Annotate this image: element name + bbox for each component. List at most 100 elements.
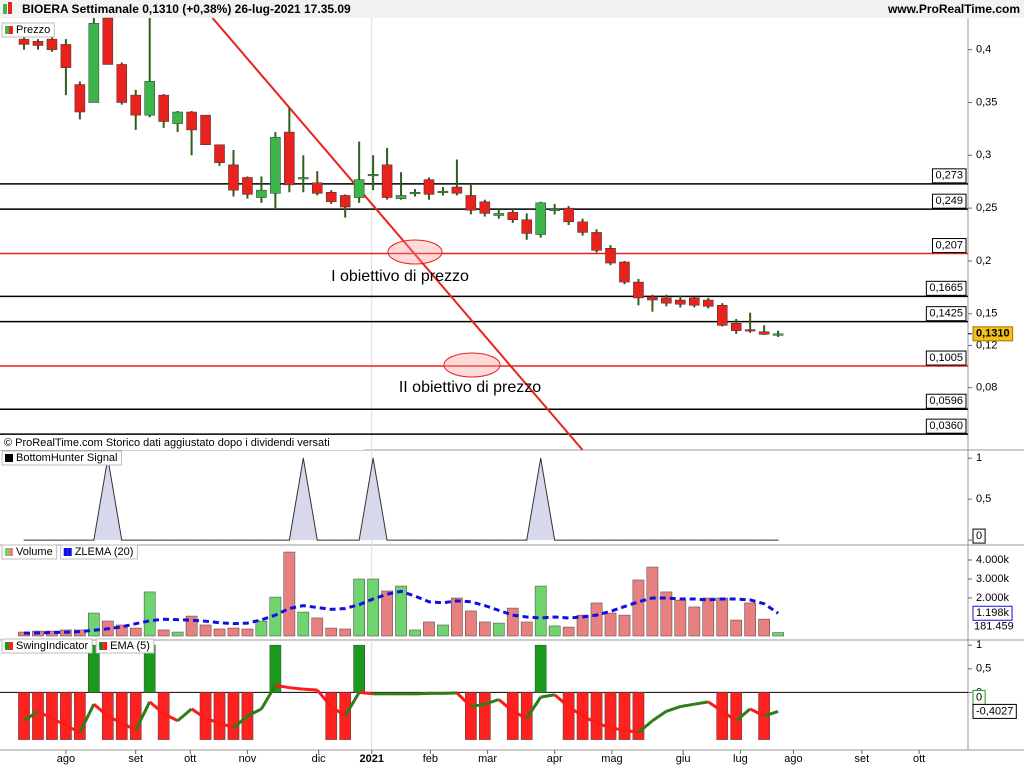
bar	[88, 612, 100, 637]
candle-body	[730, 323, 742, 331]
ema-segment	[343, 691, 361, 717]
bar	[171, 631, 184, 637]
x-tick-label: set	[128, 753, 143, 765]
ema-segment	[37, 709, 53, 720]
header-site[interactable]: www.ProRealTime.com	[887, 2, 1020, 16]
bar	[479, 692, 491, 740]
annotation: II obiettivo di prezzo	[399, 379, 541, 396]
annotation: I obiettivo di prezzo	[331, 268, 469, 285]
candle-body	[577, 221, 588, 233]
bar	[604, 612, 617, 637]
candle-body	[493, 213, 505, 216]
candle-body	[158, 94, 169, 122]
legend-item: Prezzo	[1, 22, 55, 38]
y-tick-label: 0,5	[976, 493, 991, 505]
ema-segment	[596, 721, 611, 730]
value-label-text: 0	[976, 691, 982, 703]
ema-segment	[540, 693, 555, 699]
ema-segment	[484, 698, 500, 706]
value-label-box	[925, 350, 967, 366]
legend-swatch	[99, 642, 104, 650]
value-label-text: 0	[976, 530, 982, 542]
bar	[255, 620, 268, 637]
candle-body	[311, 182, 323, 194]
bar	[646, 566, 659, 637]
bar	[395, 585, 407, 637]
value-label-text: 0,273	[935, 170, 963, 182]
value-label: 1.198k	[972, 605, 1013, 621]
value-label-box	[925, 280, 967, 296]
bar	[730, 619, 743, 637]
bar	[590, 692, 603, 740]
candle-body	[325, 192, 337, 203]
value-label-box	[972, 605, 1013, 621]
bar	[129, 692, 142, 740]
value-label: 0,0596	[925, 393, 967, 409]
ema-segment	[637, 719, 654, 734]
legend-box	[1, 638, 93, 654]
candle-body	[647, 296, 658, 301]
legend-label: Prezzo	[16, 24, 50, 36]
candle-body	[675, 299, 686, 305]
y-tick-label: 0,2	[976, 255, 991, 267]
ema-segment	[525, 696, 542, 720]
ema-segment	[260, 684, 277, 710]
value-label-text: 0,0360	[929, 420, 963, 432]
candle-body	[172, 111, 183, 124]
ema-segment	[455, 691, 472, 708]
footer-bg	[0, 436, 364, 450]
y-tick-label: 0,35	[976, 96, 997, 108]
ema-segment	[190, 707, 207, 720]
candle-body	[549, 208, 560, 211]
bar	[534, 644, 547, 693]
candle-body	[256, 189, 267, 198]
value-label-box	[972, 703, 1017, 719]
bar	[129, 627, 142, 637]
ema-segment	[316, 689, 333, 708]
ema-segment	[680, 702, 695, 709]
bar	[660, 591, 673, 637]
candle-body	[32, 40, 44, 46]
y-tick-label: 0,3	[976, 149, 991, 161]
ema-segment	[553, 693, 570, 708]
candle-body	[46, 38, 58, 50]
ema-segment	[78, 703, 96, 734]
footer-note: © ProRealTime.com Storico dati aggiustat…	[4, 437, 330, 449]
bar	[618, 692, 631, 740]
ema-segment	[694, 700, 709, 706]
signal-area	[24, 458, 779, 541]
bar	[325, 692, 338, 740]
candle-body	[60, 44, 72, 68]
candle-body	[18, 38, 30, 45]
legend-label: Volume	[16, 546, 53, 558]
ema-segment	[665, 705, 681, 713]
legend-item: BottomHunter Signal	[1, 450, 122, 466]
value-label-text: 0,1310	[976, 328, 1010, 340]
bar	[618, 614, 631, 637]
value-label-text: 0,1665	[929, 282, 963, 294]
legend-label: BottomHunter Signal	[16, 452, 118, 464]
value-label-box	[925, 418, 967, 434]
ema-segment	[232, 714, 249, 729]
legend-item: Volume	[1, 544, 58, 560]
candle-body	[74, 84, 86, 113]
ema-segment	[749, 707, 765, 718]
legend-item: SwingIndicator	[1, 638, 93, 654]
bar	[297, 611, 310, 637]
y-tick-label: 0,12	[976, 339, 997, 351]
y-tick-label: 1	[976, 452, 982, 464]
candle-body	[507, 212, 519, 220]
header-icon	[8, 2, 12, 14]
ema-segment	[330, 705, 347, 718]
candle-body	[744, 329, 756, 332]
bar	[227, 627, 240, 637]
candle-body	[395, 195, 407, 199]
plot-layer: 0,4 0,35 0,3 0,25 0,2 0,15 0,12 0,08 ago set ott no…	[0, 17, 1017, 765]
ema-segment	[721, 710, 738, 722]
candle-body	[186, 111, 197, 131]
bar	[465, 610, 477, 637]
bar	[88, 644, 100, 693]
bar	[143, 591, 156, 637]
legend-swatch	[5, 642, 9, 650]
